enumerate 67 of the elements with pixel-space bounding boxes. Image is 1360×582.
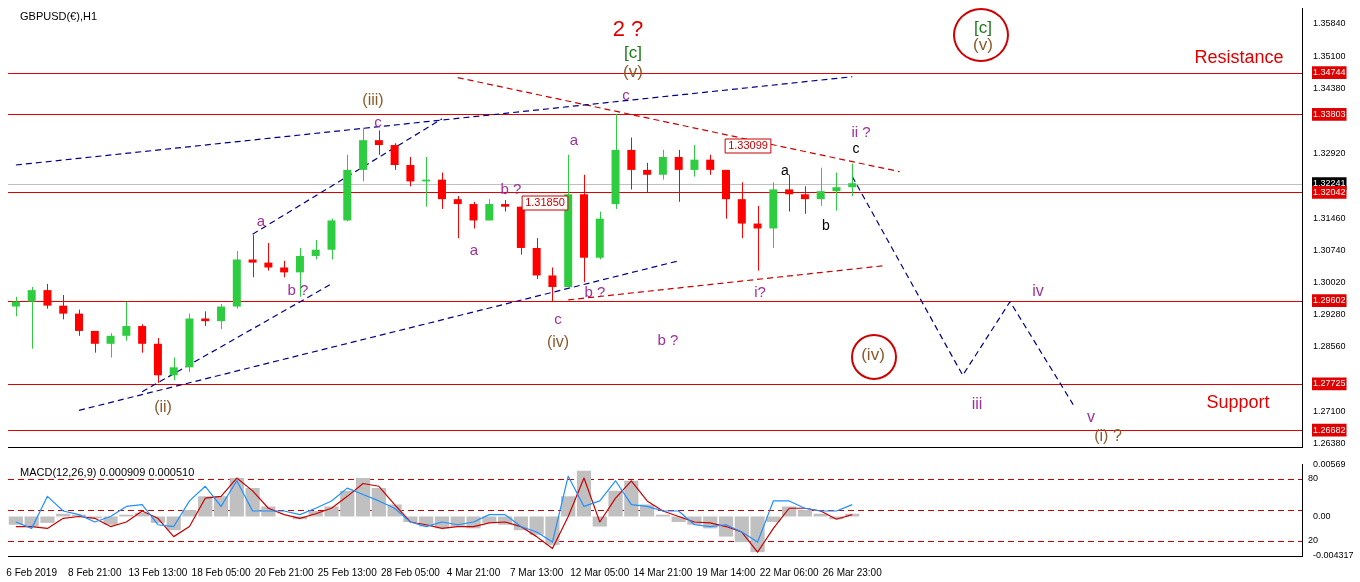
x-tick-label: 7 Mar 13:00 bbox=[509, 566, 564, 578]
annotation: [c] bbox=[974, 17, 992, 37]
annotation: b bbox=[822, 216, 831, 233]
x-tick-label: 25 Feb 13:00 bbox=[317, 566, 378, 578]
y-tick-label: -0.004317 bbox=[1313, 550, 1354, 561]
y2-tick-label: 20 bbox=[1308, 535, 1319, 546]
y-tick-label: 1.26682 bbox=[1313, 424, 1346, 435]
y-tick-label: 1.35840 bbox=[1313, 18, 1346, 29]
x-tick-label: 12 Mar 05:00 bbox=[570, 566, 630, 578]
annotation: 2 ? bbox=[612, 16, 644, 42]
annotation: Resistance bbox=[1194, 46, 1284, 67]
x-tick-label: 18 Feb 05:00 bbox=[191, 566, 251, 578]
annotation: c bbox=[622, 86, 631, 104]
annotation: iv bbox=[1032, 282, 1044, 300]
y-tick-label: 0.00 bbox=[1313, 510, 1331, 521]
y-tick-label: 1.30740 bbox=[1313, 244, 1346, 255]
y-tick-label: 1.33803 bbox=[1313, 108, 1346, 119]
y-tick-label: 1.30020 bbox=[1313, 276, 1346, 287]
y-tick-label: 1.26380 bbox=[1313, 438, 1346, 449]
annotation: [c] bbox=[624, 42, 642, 62]
y-tick-label: 1.29280 bbox=[1313, 309, 1346, 320]
annotation: iii bbox=[971, 395, 983, 413]
annotation: i? bbox=[754, 283, 766, 301]
y-tick-label: 1.27100 bbox=[1313, 406, 1346, 417]
x-tick-label: 6 Feb 2019 bbox=[6, 566, 58, 578]
y-tick-label: 1.32920 bbox=[1313, 147, 1346, 158]
x-tick-label: 28 Feb 05:00 bbox=[380, 566, 441, 578]
chart-title: GBPUSD(€),H1 bbox=[20, 10, 98, 23]
x-tick-label: 26 Mar 23:00 bbox=[822, 566, 883, 578]
annotation: a bbox=[469, 241, 479, 259]
y-tick-label: 1.31460 bbox=[1313, 212, 1346, 223]
annotation: (ii) bbox=[154, 398, 172, 416]
y-tick-label: 1.28560 bbox=[1313, 341, 1346, 352]
chart-title: MACD(12,26,9) 0.000909 0.000510 bbox=[20, 466, 195, 479]
y-tick-label: 1.34744 bbox=[1313, 67, 1346, 78]
annotation: (iii) bbox=[362, 91, 384, 109]
annotation: c bbox=[852, 139, 860, 156]
annotation: a bbox=[256, 212, 266, 230]
annotation: a bbox=[569, 131, 579, 149]
x-tick-label: 4 Mar 21:00 bbox=[446, 566, 501, 578]
x-tick-label: 20 Feb 21:00 bbox=[254, 566, 315, 578]
x-tick-label: 22 Mar 06:00 bbox=[759, 566, 820, 578]
y-tick-label: 1.27725 bbox=[1313, 378, 1346, 389]
y-tick-label: 1.29602 bbox=[1313, 295, 1346, 306]
x-tick-label: 13 Feb 13:00 bbox=[128, 566, 188, 578]
annotation: (iv) bbox=[861, 344, 885, 364]
y2-tick-label: 80 bbox=[1308, 473, 1319, 484]
annotation: c bbox=[374, 113, 383, 131]
annotation: b ? bbox=[657, 331, 679, 349]
y-tick-label: 0.00569 bbox=[1313, 458, 1346, 469]
y-tick-label: 1.32241 bbox=[1313, 178, 1346, 189]
annotation: c bbox=[554, 310, 563, 328]
annotation: 1.31850 bbox=[525, 196, 565, 209]
annotation: v bbox=[1087, 408, 1095, 426]
y-tick-label: 1.32042 bbox=[1313, 186, 1346, 197]
x-tick-label: 19 Mar 14:00 bbox=[696, 566, 756, 578]
annotation: (i) ? bbox=[1094, 427, 1122, 445]
annotation: b ? bbox=[584, 283, 606, 301]
annotation: 1.33099 bbox=[728, 139, 768, 152]
annotation: ii ? bbox=[851, 123, 871, 141]
x-tick-label: 8 Feb 21:00 bbox=[68, 566, 122, 578]
y-tick-label: 1.34380 bbox=[1313, 83, 1346, 94]
annotation: Support bbox=[1206, 391, 1270, 412]
y-tick-label: 1.35100 bbox=[1313, 51, 1346, 62]
x-tick-label: 14 Mar 21:00 bbox=[633, 566, 693, 578]
annotation: a bbox=[781, 161, 790, 178]
annotation: (iv) bbox=[546, 333, 570, 351]
